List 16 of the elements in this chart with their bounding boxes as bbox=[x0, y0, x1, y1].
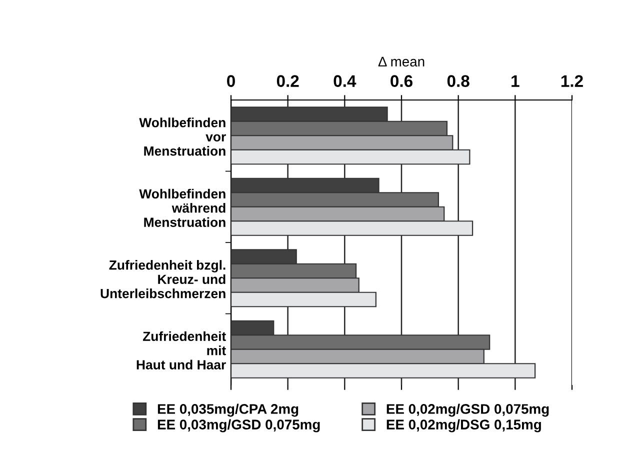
legend-label: EE 0,03mg/GSD 0,075mg bbox=[158, 419, 320, 432]
x-tick-label: 0.8 bbox=[447, 75, 470, 87]
x-tick-label: 0.4 bbox=[334, 75, 356, 87]
x-tick-label: 0.6 bbox=[390, 75, 412, 87]
x-axis-title: Δ mean bbox=[378, 56, 424, 67]
y-tick-label: Zufriedenheit bzgl. Kreuz- und Unterleibschmerzen bbox=[100, 260, 226, 298]
y-tick-label: Wohlbefinden vor Menstruation bbox=[139, 118, 226, 156]
x-tick-label: 1 bbox=[512, 75, 520, 87]
legend-label: EE 0,035mg/CPA 2mg bbox=[158, 404, 298, 417]
x-tick-label: 0.2 bbox=[276, 75, 299, 87]
y-tick-label: Wohlbefinden während Menstruation bbox=[139, 188, 226, 227]
x-tick-label: 1.2 bbox=[561, 75, 583, 87]
legend-label: EE 0,02mg/DSG 0,15mg bbox=[386, 419, 541, 432]
legend-label: EE 0,02mg/GSD 0,075mg bbox=[386, 404, 549, 417]
x-tick-label: 0 bbox=[227, 75, 235, 87]
y-tick-label: Zufriedenheit mit Haut und Haar bbox=[136, 331, 226, 370]
